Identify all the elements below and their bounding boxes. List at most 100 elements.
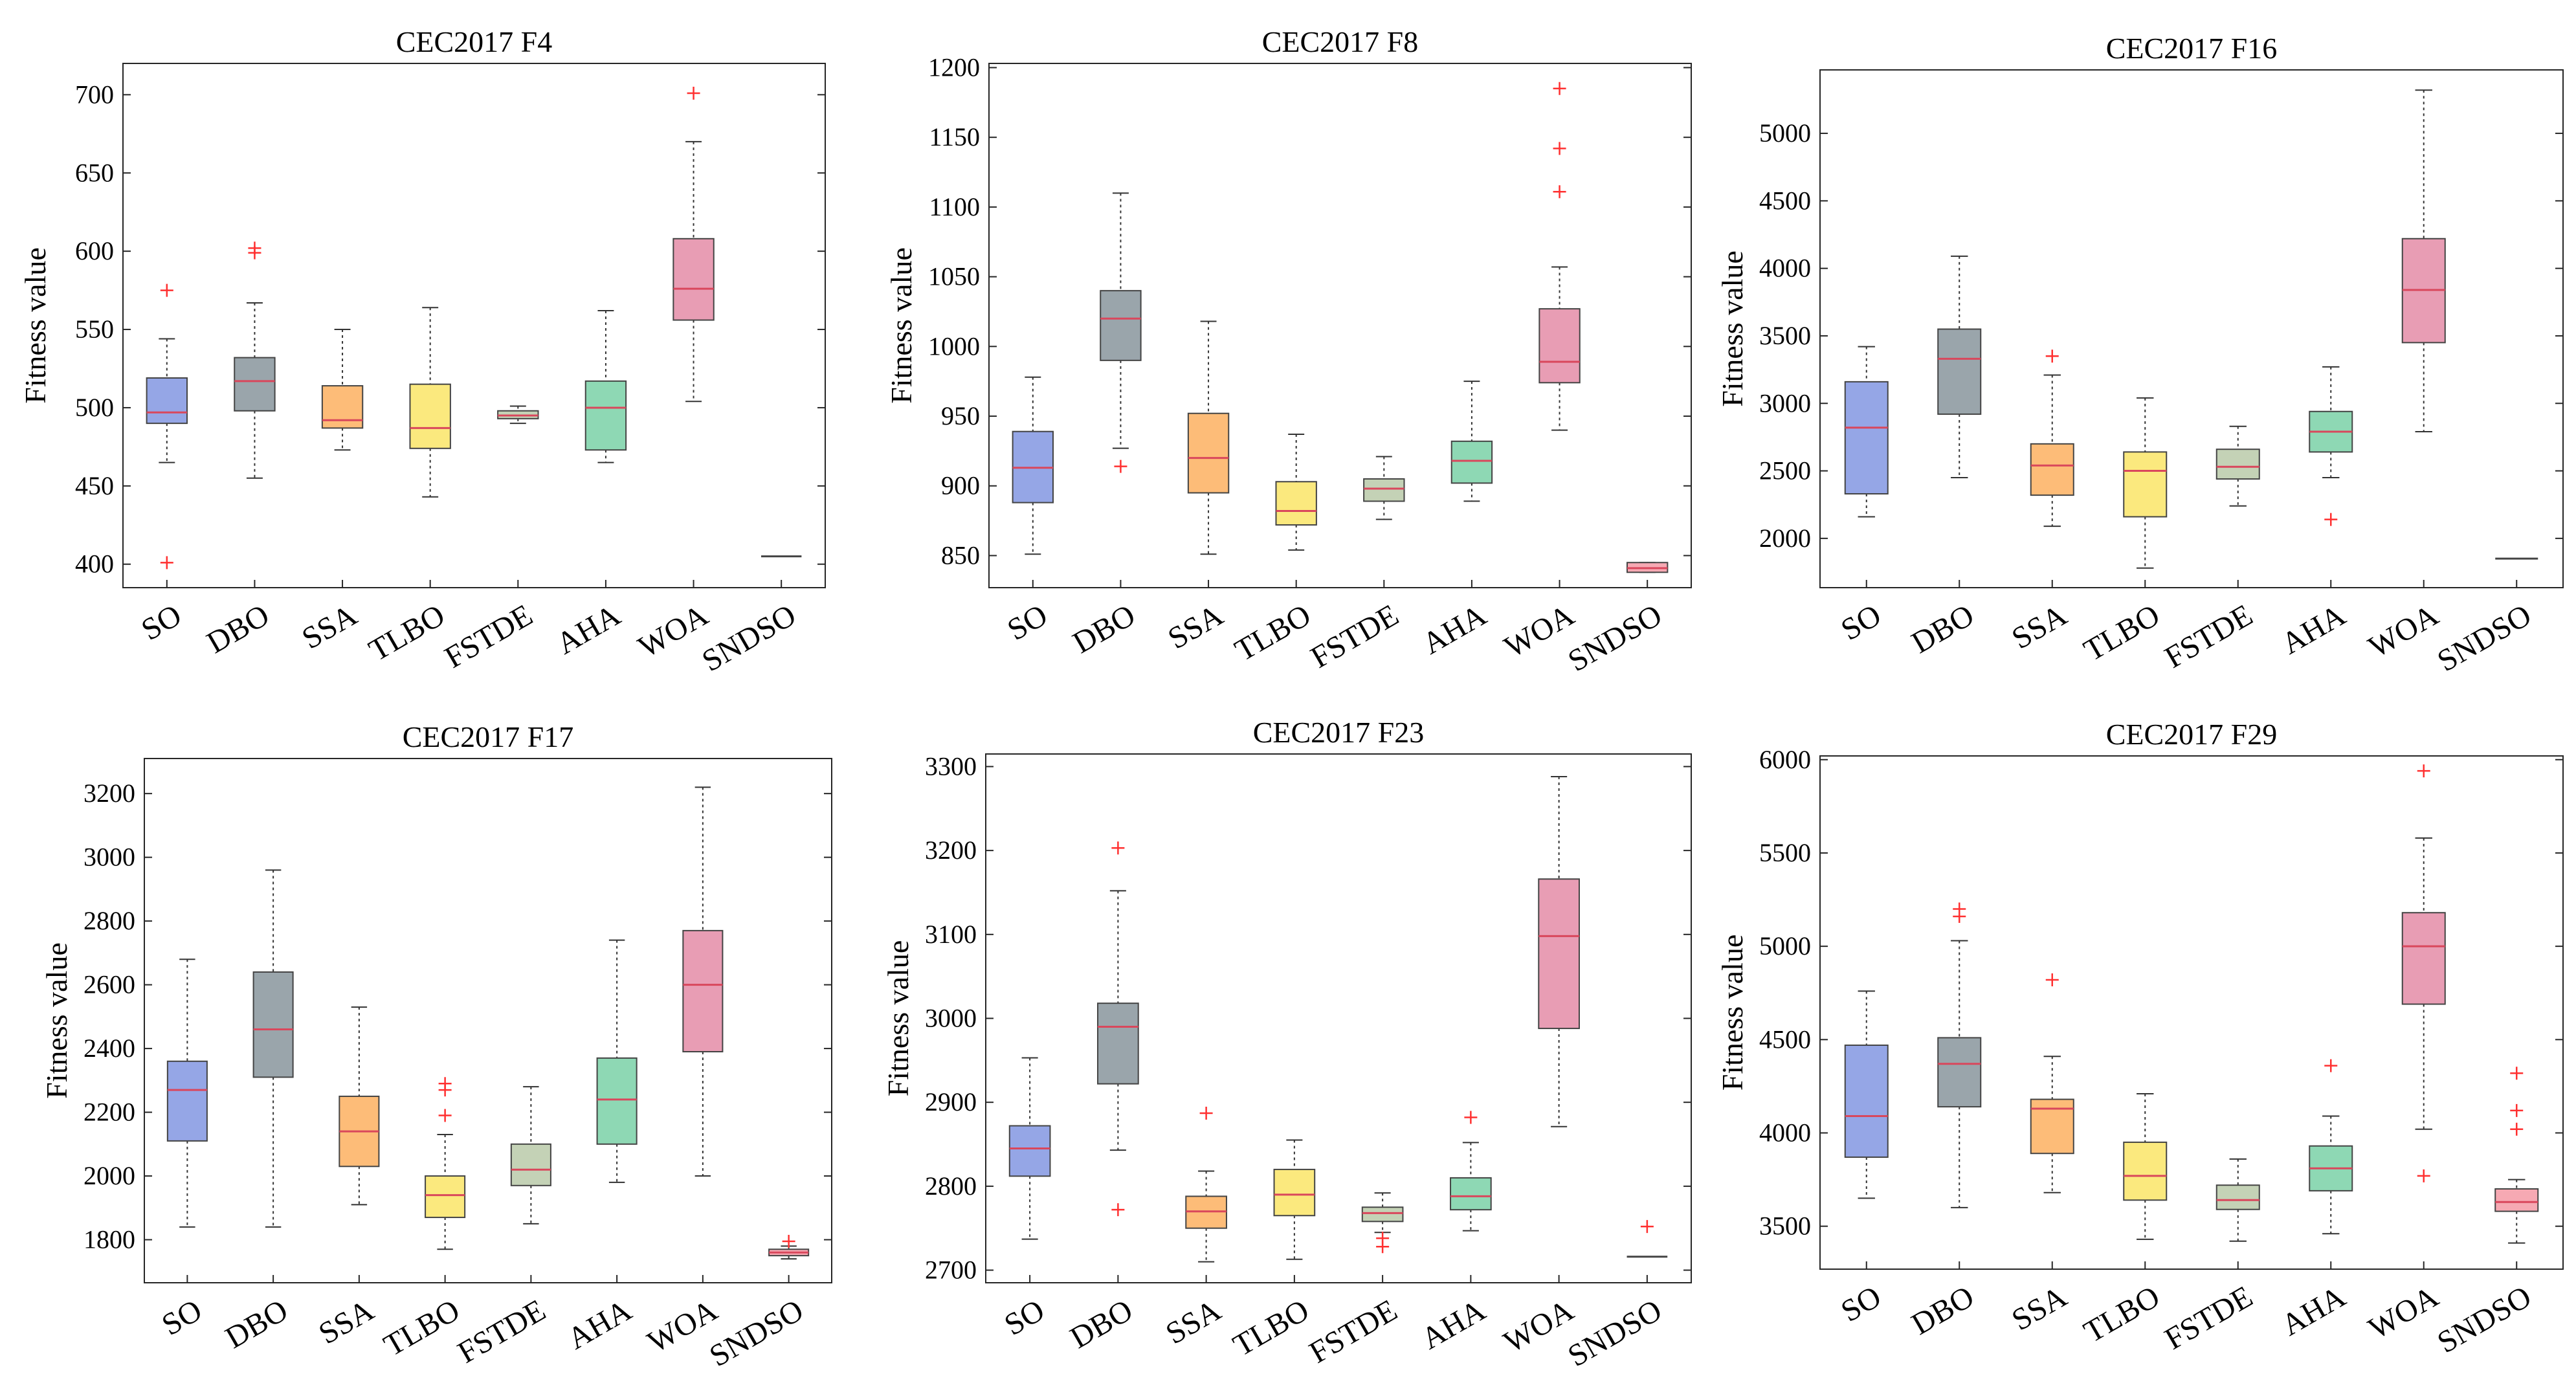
chart-title: CEC2017 F23 <box>1253 716 1425 749</box>
y-tick-label: 4500 <box>1759 186 1811 215</box>
outlier-marker <box>438 1109 452 1122</box>
y-axis-label: Fitness value <box>885 247 918 403</box>
iqr-box <box>1450 1177 1492 1211</box>
iqr-box <box>146 377 188 425</box>
outlier-marker <box>2045 349 2059 363</box>
y-tick-label: 950 <box>941 401 980 430</box>
outlier-marker <box>2417 764 2430 778</box>
x-tick-label: SSA <box>296 597 363 656</box>
x-tick-label: SNDSO <box>704 1293 809 1374</box>
plot-frame <box>985 753 1692 1283</box>
iqr-box <box>321 385 364 429</box>
chart-panel-2: CEC2017 F8 Fitness value 850 900 950 1000 1050… <box>885 25 1692 678</box>
outlier-marker <box>2324 1059 2338 1072</box>
y-axis-label: Fitness value <box>19 247 52 403</box>
x-tick-label: SO <box>1002 598 1054 648</box>
y-tick-label: 3000 <box>925 1004 977 1033</box>
x-tick-label: DBO <box>219 1293 293 1356</box>
y-tick-label: 650 <box>75 158 114 187</box>
y-tick-label: 1000 <box>928 331 980 360</box>
chart-title: CEC2017 F29 <box>2106 718 2278 751</box>
y-tick-label: 1100 <box>929 192 980 221</box>
iqr-box <box>409 383 451 449</box>
x-tick-label: FSTDE <box>1304 1293 1403 1370</box>
iqr-box <box>2494 1188 2539 1212</box>
y-tick-label: 1800 <box>83 1225 135 1254</box>
iqr-box <box>166 1060 208 1142</box>
iqr-box <box>1273 1168 1316 1217</box>
chart-panel-6: CEC2017 F29 Fitness value 3500 4000 4500 5000… <box>1716 718 2564 1360</box>
iqr-box <box>2030 443 2074 496</box>
chart-title: CEC2017 F16 <box>2106 32 2278 65</box>
chart-panel-1: CEC2017 F4 Fitness value 400 450 500 550 600 65… <box>19 25 826 678</box>
iqr-box <box>682 929 724 1053</box>
y-tick-label: 1150 <box>929 122 980 151</box>
x-tick-label: AHA <box>1416 1292 1491 1356</box>
y-tick-label: 2500 <box>1759 456 1811 485</box>
outlier-marker <box>2417 1169 2430 1182</box>
y-tick-label: 3000 <box>83 843 135 872</box>
outlier-marker <box>2045 973 2059 987</box>
x-tick-label: AHA <box>1417 597 1493 661</box>
x-tick-label: SSA <box>2006 1279 2072 1337</box>
iqr-box <box>584 380 627 451</box>
iqr-box <box>2215 449 2260 480</box>
x-tick-label: DBO <box>1905 1280 1979 1342</box>
y-tick-label: 5000 <box>1759 931 1811 960</box>
iqr-box <box>1363 478 1405 502</box>
y-tick-label: 400 <box>75 549 114 579</box>
x-tick-label: SO <box>1836 1280 1887 1329</box>
outlier-marker <box>1114 460 1127 473</box>
x-tick-label: FSTDE <box>452 1293 551 1370</box>
y-tick-label: 4500 <box>1759 1025 1811 1054</box>
iqr-box <box>2030 1098 2074 1155</box>
x-tick-label: DBO <box>201 598 275 661</box>
x-tick-label: AHA <box>2276 597 2351 661</box>
outlier-marker <box>2510 1103 2524 1117</box>
y-tick-label: 6000 <box>1759 745 1811 774</box>
iqr-box <box>672 238 715 321</box>
outlier-marker <box>248 241 261 255</box>
chart-title: CEC2017 F4 <box>396 25 553 58</box>
outlier-marker <box>2324 513 2338 526</box>
y-tick-label: 2900 <box>925 1087 977 1116</box>
outlier-marker <box>2510 1122 2524 1136</box>
chart-panel-5: CEC2017 F23 Fitness value 2700 2800 2900 3000… <box>882 716 1692 1373</box>
panels: CEC2017 F4 Fitness value 400 450 500 550 600 65… <box>19 25 2564 1374</box>
x-tick-label: AHA <box>2276 1279 2351 1342</box>
outlier-marker <box>1953 902 1966 916</box>
iqr-box <box>1844 1044 1889 1158</box>
iqr-box <box>1008 1125 1051 1177</box>
plot-frame <box>144 758 832 1283</box>
y-tick-label: 3000 <box>1759 388 1811 417</box>
outlier-marker <box>1640 1220 1654 1234</box>
x-tick-label: FSTDE <box>2159 598 2259 675</box>
outlier-marker <box>782 1234 795 1248</box>
outlier-marker <box>1553 82 1566 95</box>
y-tick-label: 900 <box>941 471 980 500</box>
x-tick-label: FSTDE <box>2159 1280 2259 1357</box>
iqr-box <box>1937 328 1982 415</box>
iqr-box <box>1538 878 1580 1030</box>
outlier-marker <box>1553 142 1566 155</box>
plot-frame <box>1819 755 2564 1270</box>
iqr-box <box>1097 1003 1139 1085</box>
x-tick-label: SSA <box>1162 597 1229 656</box>
iqr-box <box>510 1143 551 1186</box>
x-tick-label: AHA <box>562 1292 638 1356</box>
y-tick-label: 2800 <box>83 906 135 935</box>
chart-panel-3: CEC2017 F16 Fitness value 2000 2500 3000 3500… <box>1716 32 2564 678</box>
y-tick-label: 500 <box>75 393 114 422</box>
plot-frame <box>1819 69 2564 588</box>
y-tick-label: 700 <box>75 80 114 109</box>
outlier-marker <box>438 1077 452 1091</box>
outlier-marker <box>687 86 700 100</box>
x-tick-label: FSTDE <box>439 598 539 675</box>
y-tick-label: 2200 <box>83 1098 135 1127</box>
iqr-box <box>1450 440 1493 484</box>
outlier-marker <box>1111 1203 1125 1217</box>
y-tick-label: 3100 <box>925 920 977 949</box>
x-tick-label: AHA <box>551 597 627 661</box>
y-tick-label: 4000 <box>1759 254 1811 283</box>
